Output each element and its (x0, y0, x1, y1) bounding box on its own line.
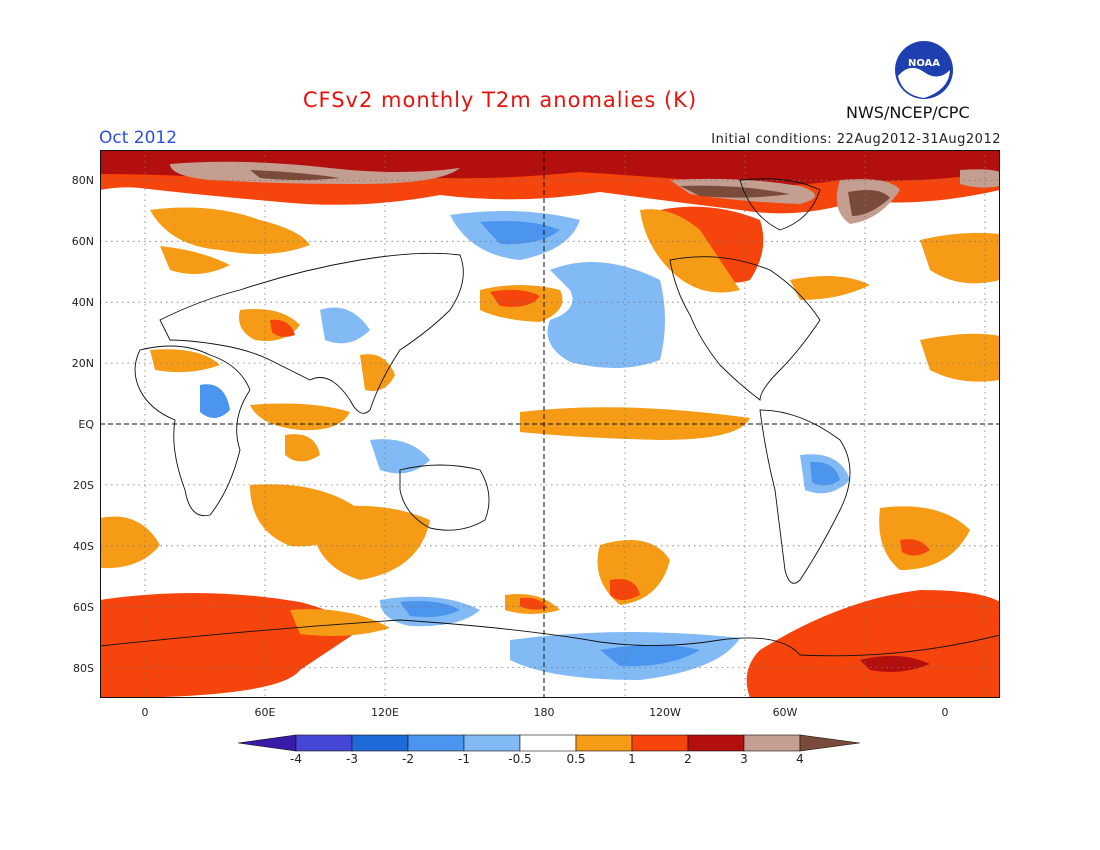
colorbar-bin (743, 734, 801, 752)
colorbar-arrow-low (238, 734, 297, 752)
africa-coast (134, 345, 251, 517)
colorbar-arrow-high (799, 734, 861, 752)
colorbar-bin (519, 734, 577, 752)
lon-label-120w: 120W (649, 706, 681, 719)
north-america-coast (669, 256, 821, 401)
graticule-grid (100, 150, 1000, 698)
arctic-warm-anomaly (100, 150, 1000, 224)
colorbar-label: 4 (796, 752, 804, 766)
agency-label: NWS/NCEP/CPC (846, 103, 970, 122)
south-america-coast (759, 409, 851, 584)
colorbar-label: -1 (458, 752, 470, 766)
colorbar-label: -2 (402, 752, 414, 766)
greenland-coast (739, 178, 821, 231)
colorbar-label: -0.5 (508, 752, 532, 766)
lat-label-20n: 20N (71, 357, 94, 370)
southern-warm-patches (100, 407, 970, 614)
colorbar-bin (351, 734, 409, 752)
colorbar-label: -3 (346, 752, 358, 766)
lon-label-60w: 60W (772, 706, 798, 719)
noaa-logo-text: NOAA (908, 58, 940, 69)
lat-label-80s: 80S (73, 662, 94, 675)
lon-label-60e: 60E (254, 706, 276, 719)
lat-label-60s: 60S (73, 601, 94, 614)
coastlines (100, 178, 1000, 657)
lat-label-eq: EQ (78, 418, 94, 431)
colorbar-bin (295, 734, 353, 752)
lat-label-80n: 80N (71, 174, 94, 187)
initial-conditions-label: Initial conditions: 22Aug2012-31Aug2012 (711, 132, 1001, 147)
forecast-month: Oct 2012 (99, 128, 178, 148)
colorbar (238, 734, 861, 752)
europe-asia-coast (159, 252, 464, 414)
lon-label-0-west: 0 (141, 706, 149, 719)
equator-and-dateline (100, 150, 1000, 698)
colorbar-label: -4 (290, 752, 302, 766)
colorbar-bin (575, 734, 633, 752)
lat-label-40n: 40N (71, 296, 94, 309)
map-title: CFSv2 monthly T2m anomalies (K) (302, 88, 698, 112)
noaa-logo-icon: NOAA (895, 41, 953, 99)
colorbar-bin (687, 734, 745, 752)
lon-label-120e: 120E (371, 706, 399, 719)
antarctic-warm-anomaly (100, 590, 1000, 698)
lon-label-180: 180 (533, 706, 555, 719)
colorbar-label: 2 (684, 752, 692, 766)
colorbar-label: 3 (740, 752, 748, 766)
colorbar-label: 0.5 (566, 752, 586, 766)
colorbar-bin (463, 734, 521, 752)
lat-label-20s: 20S (73, 479, 94, 492)
lon-label-0-east: 0 (941, 706, 949, 719)
australia-coast (399, 464, 490, 531)
northern-warm-patches (150, 206, 1000, 431)
colorbar-bin (631, 734, 689, 752)
colorbar-label: 1 (628, 752, 636, 766)
lat-label-60n: 60N (71, 235, 94, 248)
northern-cool-patches (200, 211, 665, 419)
antarctica-coast (100, 619, 1000, 657)
lat-label-40s: 40S (73, 540, 94, 553)
colorbar-bin (407, 734, 465, 752)
temperature-anomaly-map (100, 150, 1000, 698)
